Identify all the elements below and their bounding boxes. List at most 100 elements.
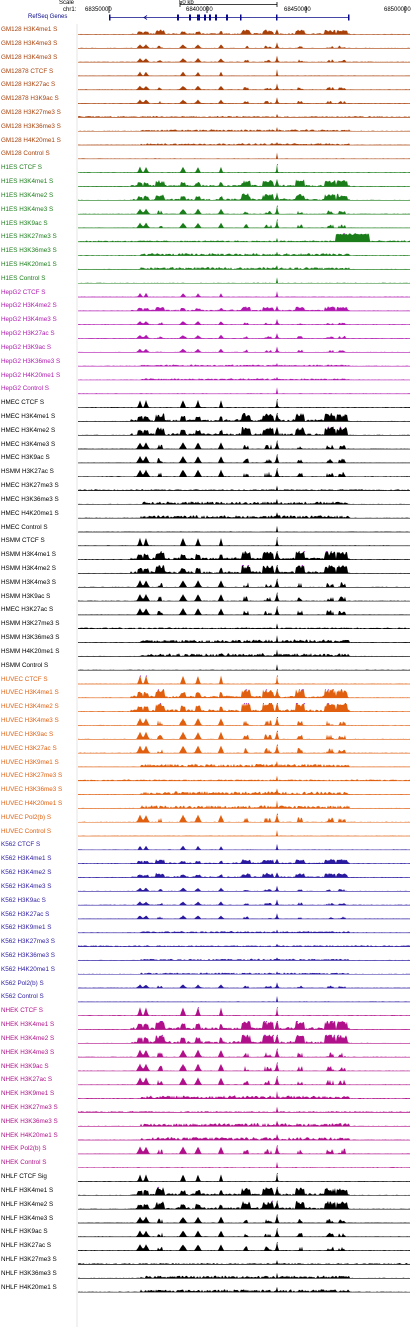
clipped-peak-marker — [277, 675, 278, 677]
clipped-peak-marker — [277, 1242, 278, 1244]
refseq-exon-11 — [348, 14, 350, 21]
signal-track-2 — [78, 42, 410, 49]
track-label-4: GM12878 CTCF S — [1, 67, 54, 75]
signal-track-45 — [78, 635, 410, 643]
clipped-peak-marker — [329, 564, 330, 566]
track-label-86: NHLF H3K4me2 S — [1, 1200, 54, 1208]
track-label-9: GM128 H4K20me1 S — [1, 136, 61, 144]
signal-track-73 — [78, 1021, 410, 1030]
clipped-peak-marker — [277, 205, 278, 207]
clipped-peak-marker — [140, 675, 141, 677]
track-label-73: NHEK H3K4me1 S — [1, 1021, 55, 1028]
signal-track-26 — [78, 376, 410, 380]
track-label-3: GM128 H3K4me3 S — [1, 53, 58, 61]
clipped-peak-marker — [248, 1021, 249, 1023]
clipped-peak-marker — [158, 1186, 159, 1188]
signal-track-46 — [78, 649, 410, 657]
position-label-2: 68400000 — [186, 7, 213, 13]
track-label-85: NHLF H3K4me1 S — [1, 1186, 54, 1194]
track-label-30: HMEC H3K4me2 S — [1, 426, 56, 434]
signal-track-3 — [78, 55, 410, 63]
clipped-peak-marker — [326, 1034, 327, 1036]
signal-track-4 — [78, 69, 410, 76]
signal-track-88 — [78, 1228, 410, 1237]
signal-track-6 — [78, 97, 410, 104]
signal-track-19 — [78, 277, 410, 284]
track-label-81: NHEK H4K20me1 S — [1, 1131, 58, 1139]
track-label-59: HUVEC Control S — [1, 827, 52, 835]
track-label-88: NHLF H3K9ac S — [1, 1228, 48, 1236]
signal-track-31 — [78, 440, 410, 450]
signal-track-60 — [78, 843, 410, 850]
clipped-peak-marker — [146, 675, 147, 677]
clipped-peak-marker — [277, 1062, 278, 1064]
clipped-peak-marker — [302, 689, 303, 691]
refseq-exon-10 — [276, 14, 278, 21]
clipped-peak-marker — [333, 426, 334, 428]
clipped-peak-marker — [340, 426, 341, 428]
track-label-38: HSMM CTCF S — [1, 537, 45, 545]
track-label-51: HUVEC H3K4me3 S — [1, 717, 59, 724]
track-label-48: HUVEC CTCF S — [1, 675, 48, 683]
signal-track-34 — [78, 485, 410, 491]
track-label-64: K562 H3K9ac S — [1, 896, 46, 904]
signal-track-66 — [78, 929, 410, 933]
signal-track-56 — [78, 788, 410, 795]
refseq-exon-1 — [109, 14, 111, 21]
scale-label: Scale — [59, 0, 75, 6]
clipped-peak-marker — [296, 703, 297, 705]
signal-track-49 — [78, 689, 410, 698]
track-label-53: HUVEC H3K27ac S — [1, 744, 57, 752]
clipped-peak-marker — [333, 689, 334, 691]
track-label-26: HepG2 H4K20me1 S — [1, 371, 61, 379]
clipped-peak-marker — [326, 551, 327, 553]
clipped-peak-marker — [329, 1034, 330, 1036]
track-label-46: HSMM H4K20me1 S — [1, 647, 60, 655]
signal-track-13 — [78, 192, 410, 201]
signal-track-76 — [78, 1062, 410, 1071]
track-label-80: NHEK H3K36me3 S — [1, 1117, 58, 1125]
refseq-strand-arrow — [143, 15, 148, 20]
clipped-peak-marker — [160, 1021, 161, 1023]
track-label-2: GM128 H3K4me3 S — [1, 39, 58, 47]
signal-track-35 — [78, 498, 410, 505]
clipped-peak-marker — [277, 703, 278, 705]
signal-track-50 — [78, 703, 410, 712]
clipped-peak-marker — [277, 730, 278, 732]
track-label-32: HMEC H3K9ac S — [1, 454, 50, 462]
clipped-peak-marker — [341, 689, 342, 691]
clipped-peak-marker — [277, 1021, 278, 1023]
track-label-25: HepG2 H3K36me3 S — [1, 357, 61, 365]
signal-track-79 — [78, 1106, 410, 1113]
signal-track-18 — [78, 265, 410, 270]
signal-track-42 — [78, 592, 410, 602]
track-label-35: HMEC H3K36me3 S — [1, 495, 59, 503]
refseq-exon-9 — [240, 14, 242, 21]
signal-track-23 — [78, 333, 410, 339]
signal-track-65 — [78, 913, 410, 919]
clipped-peak-marker — [277, 164, 278, 166]
track-label-24: HepG2 H3K9ac S — [1, 343, 52, 351]
track-label-1: GM128 H3K4me1 S — [1, 26, 58, 33]
clipped-peak-marker — [297, 1021, 298, 1023]
track-label-56: HUVEC H3K36me3 S — [1, 786, 63, 794]
clipped-peak-marker — [277, 1145, 278, 1147]
refseq-exon-4 — [197, 14, 200, 21]
clipped-peak-marker — [277, 1173, 278, 1175]
signal-track-74 — [78, 1034, 410, 1044]
clipped-peak-marker — [345, 703, 346, 705]
track-label-57: HUVEC H4K20me1 S — [1, 799, 63, 807]
clipped-peak-marker — [243, 1034, 244, 1036]
signal-track-75 — [78, 1048, 410, 1058]
signal-track-86 — [78, 1200, 410, 1210]
clipped-peak-marker — [244, 703, 245, 705]
clipped-peak-marker — [331, 412, 332, 414]
track-label-18: H1ES H4K20me1 S — [1, 260, 57, 268]
track-label-33: HSMM H3K27ac S — [1, 468, 54, 476]
clipped-peak-marker — [277, 1200, 278, 1202]
clipped-peak-marker — [198, 1007, 199, 1009]
signal-track-52 — [78, 730, 410, 740]
clipped-peak-marker — [277, 744, 278, 746]
track-label-50: HUVEC H3K4me2 S — [1, 703, 59, 711]
